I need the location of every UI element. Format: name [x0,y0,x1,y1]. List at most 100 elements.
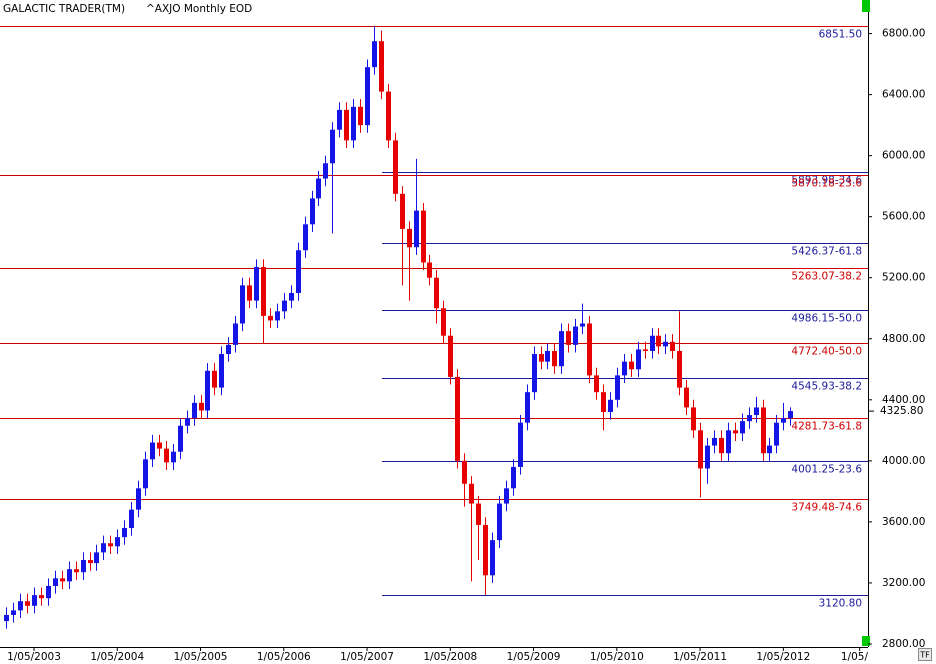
candle-body [469,483,474,504]
candle-body [754,407,759,416]
candle-body [289,292,294,301]
x-tick-label: 1/05/2009 [507,651,561,663]
candle-body [636,349,641,370]
chart-subtitle: ^AXJO Monthly EOD [146,3,252,15]
candle-body [81,560,86,573]
candle-body [164,448,169,463]
level-label: 4281.73-61.8 [791,421,862,433]
candle-body [719,437,724,454]
candle-body [386,91,391,141]
candle-body [136,488,141,510]
y-tick-label: 6800.00 [882,28,925,40]
candle-body [67,569,72,582]
level-label: 5426.37-61.8 [791,246,862,258]
candle-body [781,418,786,423]
candle-body [39,595,44,599]
candle-body [525,392,530,423]
candle-body [601,392,606,413]
y-tick-label: 2800.00 [882,638,925,650]
candle-body [552,350,557,367]
x-tick-label: 1/05/2003 [7,651,61,663]
level-label: 4986.15-50.0 [791,313,862,325]
candle-body [677,350,682,388]
candle-body [25,601,30,606]
x-tick-label: 1/05/2005 [174,651,228,663]
candle-body [421,210,426,263]
candle-body [504,488,509,504]
level-label: 5893.98-34.6 [791,175,862,187]
candle-body [157,442,162,449]
candle-body [573,326,578,345]
tf-button-label[interactable]: TF [919,651,930,660]
candle-body [761,407,766,454]
candle-body [698,430,703,469]
candle-body [46,585,51,599]
candle-body [379,41,384,92]
x-tick-label: 1/05/2007 [340,651,394,663]
candle-body [323,163,328,179]
candle-body [393,140,398,194]
candle-body [88,560,93,564]
level-label: 5870.18-23.6 [791,178,862,190]
candle-body [455,376,460,461]
candle-body [351,106,356,141]
candle-body [94,552,99,564]
candle-body [226,344,231,355]
candle-body [643,349,648,351]
candle-body [60,578,65,582]
candle-body [684,387,689,408]
candle-body [18,601,23,611]
candle-body [178,425,183,452]
candle-body [497,503,502,541]
candle-body [108,543,113,547]
x-tick-label: 1/05/2008 [423,651,477,663]
candle-body [691,407,696,431]
y-tick-label: 4800.00 [882,333,925,345]
level-label: 4772.40-50.0 [791,346,862,358]
candle-body [650,335,655,351]
candle-body [788,411,793,419]
candle-body [192,402,197,419]
candle-body [726,430,731,454]
level-label: 4545.93-38.2 [791,381,862,393]
level-label: 3120.80 [819,598,862,610]
candle-body [372,41,377,68]
y-tick-label: 4000.00 [882,455,925,467]
candle-body [330,129,335,164]
candle-body [240,285,245,324]
candle-body [122,527,127,538]
x-tick-label: 1/05/2006 [257,651,311,663]
candle-body [212,370,217,388]
x-tick-label: 1/05/2012 [756,651,810,663]
candle-body [656,335,661,347]
candle-body [365,67,370,126]
candle-body [539,354,544,362]
candle-body [712,437,717,446]
candle-body [733,430,738,434]
tf-button[interactable] [918,648,932,661]
candle-body [663,341,668,347]
level-label: 6851.50 [819,29,862,41]
candle-body [310,198,315,225]
candle-body [483,524,488,576]
candle-body [767,445,772,454]
candle-body [4,614,9,622]
candle-body [615,375,620,400]
candle-body [171,451,176,463]
candle-body [129,509,134,528]
scroll-marker[interactable] [862,636,870,646]
candle-body [629,361,634,370]
candle-body [407,228,412,248]
candle-body [580,323,585,327]
candle-body [414,210,419,248]
candle-body [490,540,495,576]
x-tick-label: 1/05/2010 [590,651,644,663]
candle-body [344,109,349,141]
y-tick-label: 6000.00 [882,150,925,162]
candle-body [303,224,308,251]
candle-body [150,442,155,460]
y-tick-label: 5600.00 [882,211,925,223]
scroll-marker[interactable] [862,0,870,12]
candle-body [268,315,273,321]
